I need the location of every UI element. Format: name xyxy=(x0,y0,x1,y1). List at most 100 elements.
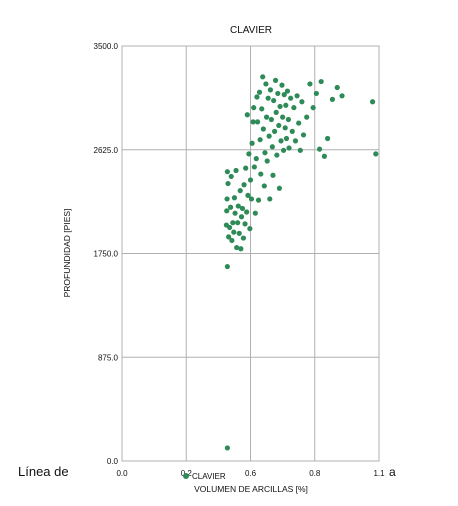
data-point xyxy=(325,135,331,142)
x-tick-label: 0.6 xyxy=(245,469,257,478)
y-axis-ticks: 0.0 875.0 1750.0 2625.0 3500.0 xyxy=(94,42,119,466)
data-points xyxy=(223,74,379,451)
data-point xyxy=(260,74,266,80)
data-point xyxy=(297,147,303,153)
data-point xyxy=(268,116,274,123)
data-point xyxy=(294,93,300,99)
data-point xyxy=(369,99,376,105)
data-point xyxy=(247,226,253,232)
data-point xyxy=(274,152,280,158)
data-point xyxy=(242,221,248,227)
data-point xyxy=(224,208,230,214)
data-point xyxy=(224,445,230,451)
grid-lines xyxy=(121,45,380,462)
data-point xyxy=(267,87,274,93)
data-point xyxy=(224,169,230,175)
data-point xyxy=(249,140,255,146)
data-point xyxy=(300,132,307,138)
chart-title: CLAVIER xyxy=(230,25,272,36)
data-point xyxy=(247,177,254,183)
data-point xyxy=(270,172,276,178)
data-point xyxy=(285,116,292,123)
data-point xyxy=(255,197,262,203)
data-point xyxy=(307,81,313,87)
y-tick-label: 0.0 xyxy=(107,457,119,466)
data-point xyxy=(234,244,240,251)
data-point xyxy=(237,188,243,194)
data-point xyxy=(238,214,245,220)
data-point xyxy=(245,192,251,198)
data-point xyxy=(318,78,324,85)
overlay-left-text: Línea de xyxy=(18,464,69,479)
data-point xyxy=(271,128,278,134)
data-point xyxy=(283,102,289,108)
data-point xyxy=(231,229,237,235)
data-point xyxy=(275,90,281,97)
data-point xyxy=(277,103,283,110)
data-point xyxy=(265,95,271,101)
data-point xyxy=(230,220,236,226)
data-point xyxy=(272,77,279,83)
x-tick-label: 0.0 xyxy=(116,469,128,478)
data-point xyxy=(251,105,257,111)
data-point xyxy=(279,82,285,88)
data-point xyxy=(227,204,234,210)
data-point xyxy=(276,185,283,191)
data-point xyxy=(233,167,239,174)
data-point xyxy=(259,106,265,112)
data-point xyxy=(334,84,340,91)
data-point xyxy=(283,135,290,142)
data-point xyxy=(229,237,235,244)
data-point xyxy=(316,146,323,152)
data-point xyxy=(291,105,297,111)
data-point xyxy=(244,112,250,118)
data-point xyxy=(256,89,263,95)
data-point xyxy=(263,114,270,120)
data-point xyxy=(273,109,279,115)
data-point xyxy=(236,230,242,236)
data-point xyxy=(238,246,244,252)
plot-area xyxy=(121,45,380,462)
data-point xyxy=(251,164,257,170)
y-axis-label: PROFUNDIDAD [PIES] xyxy=(62,209,72,298)
y-tick-label: 2625.0 xyxy=(94,146,119,155)
data-point xyxy=(258,171,264,177)
data-point xyxy=(261,183,267,189)
data-point xyxy=(269,144,275,150)
legend: CLAVIER xyxy=(183,472,226,481)
data-point xyxy=(321,153,327,159)
y-tick-label: 3500.0 xyxy=(94,42,119,51)
x-axis-ticks: 0.00.20.60.81.1 xyxy=(116,469,385,478)
data-point xyxy=(339,93,345,99)
x-tick-label: 0.8 xyxy=(309,469,321,478)
data-point xyxy=(254,94,260,100)
data-point xyxy=(253,156,259,162)
data-point xyxy=(299,99,305,105)
data-point xyxy=(292,138,299,144)
data-point xyxy=(252,210,258,216)
data-point xyxy=(225,180,231,187)
data-point xyxy=(257,137,263,143)
x-axis-label: VOLUMEN DE ARCILLAS [%] xyxy=(194,484,308,494)
data-point xyxy=(280,147,287,153)
data-point xyxy=(264,158,270,164)
y-tick-label: 1750.0 xyxy=(94,250,119,259)
data-point xyxy=(235,220,241,226)
overlay-right-text: a xyxy=(389,465,396,479)
data-point xyxy=(310,105,316,111)
data-point xyxy=(266,133,272,139)
data-point xyxy=(263,81,269,87)
data-point xyxy=(254,119,261,125)
data-point xyxy=(296,120,302,126)
data-point xyxy=(329,96,336,102)
data-point xyxy=(227,224,233,231)
data-point xyxy=(241,182,247,188)
data-point xyxy=(271,97,277,104)
data-point xyxy=(278,138,284,144)
data-point xyxy=(250,119,256,125)
legend-label: CLAVIER xyxy=(192,472,226,481)
y-tick-label: 875.0 xyxy=(98,353,119,362)
data-point xyxy=(313,90,319,97)
data-point xyxy=(286,145,292,151)
